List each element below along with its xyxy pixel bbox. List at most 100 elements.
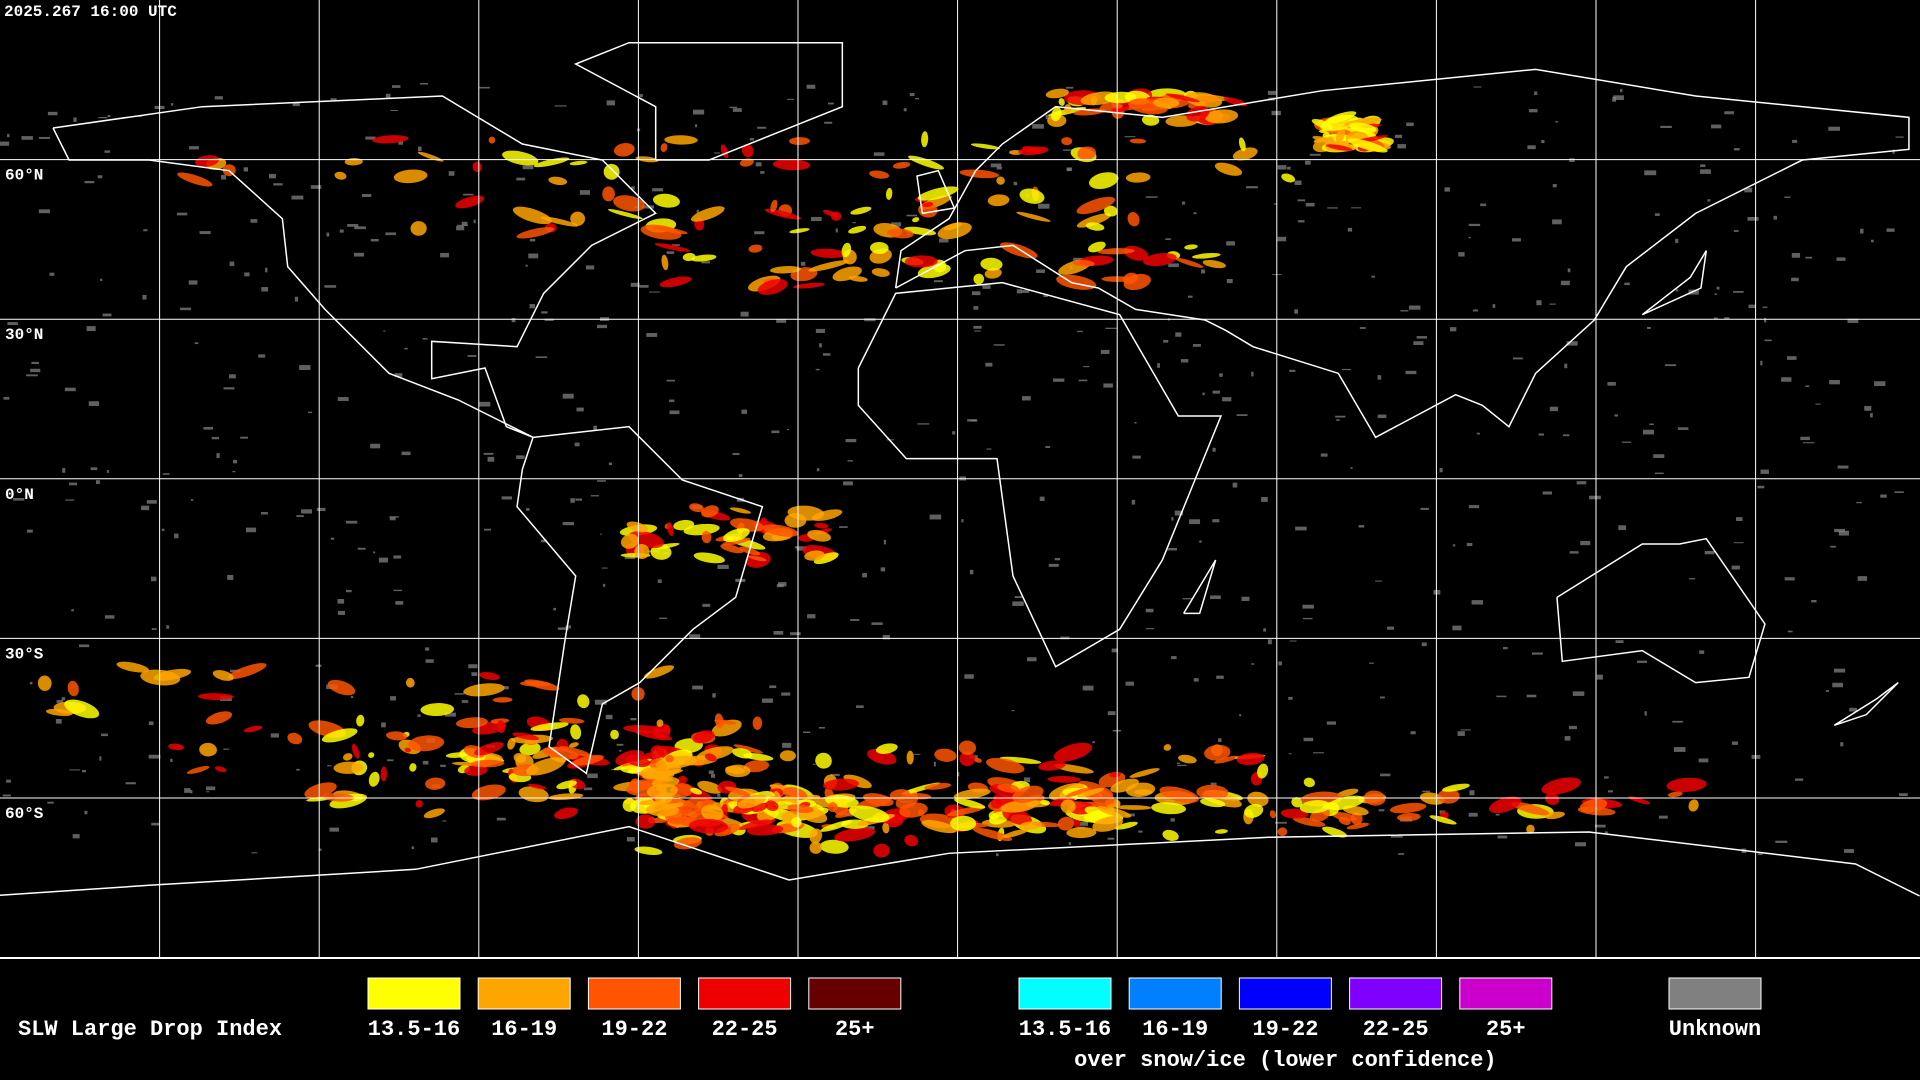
- cloud-speck: [1572, 691, 1585, 696]
- drop-blob: [987, 194, 1010, 207]
- cloud-speck: [593, 425, 598, 431]
- cloud-speck: [176, 212, 188, 216]
- drop-blob: [1442, 783, 1470, 792]
- cloud-speck: [1271, 110, 1281, 116]
- drop-blob: [1114, 821, 1138, 830]
- cloud-speck: [1870, 239, 1874, 243]
- drop-blob: [1002, 829, 1029, 838]
- cloud-speck: [1724, 317, 1730, 320]
- drop-blob: [1073, 108, 1106, 116]
- cloud-speck: [986, 448, 992, 450]
- cloud-speck: [422, 760, 429, 765]
- cloud-speck: [1452, 625, 1462, 631]
- drop-blob: [64, 699, 100, 719]
- cloud-speck: [232, 459, 238, 464]
- cloud-speck: [68, 482, 78, 486]
- drop-blob: [1215, 829, 1228, 834]
- cloud-speck: [1413, 341, 1424, 346]
- cloud-speck: [710, 773, 716, 778]
- cloud-speck: [1830, 545, 1836, 548]
- cloud-speck: [1472, 309, 1478, 312]
- drop-blob: [1322, 826, 1348, 838]
- cloud-speck: [269, 173, 276, 179]
- legend: SLW Large Drop Index 13.5-16 16-19 19-22 22…: [18, 977, 1762, 1073]
- drop-blob: [875, 743, 898, 754]
- cloud-speck: [974, 330, 981, 332]
- drop-blob: [892, 161, 911, 169]
- cloud-speck: [3, 396, 10, 400]
- cloud-speck: [1497, 835, 1508, 839]
- cloud-speck: [55, 719, 62, 724]
- drop-blob: [570, 724, 582, 740]
- cloud-speck: [1660, 125, 1672, 128]
- cloud-speck: [729, 106, 738, 109]
- drop-blob: [714, 823, 741, 837]
- cloud-speck: [1649, 423, 1654, 426]
- cloud-speck: [1341, 368, 1352, 371]
- drop-blob: [733, 744, 763, 754]
- cloud-speck: [1511, 238, 1521, 242]
- drop-blob: [356, 714, 365, 727]
- cloud-speck: [1303, 737, 1314, 742]
- cloud-speck: [1076, 330, 1083, 333]
- drop-blob: [463, 683, 505, 697]
- drop-blob: [748, 244, 763, 253]
- cloud-speck: [1744, 187, 1753, 193]
- cloud-speck: [828, 102, 834, 105]
- drop-blob: [823, 778, 860, 791]
- cloud-speck: [273, 183, 283, 186]
- drop-blob: [869, 170, 890, 179]
- cloud-speck: [346, 589, 352, 593]
- drop-blob: [769, 265, 801, 274]
- drop-blob: [1292, 816, 1326, 827]
- cloud-speck: [6, 779, 11, 783]
- cloud-speck: [553, 607, 557, 611]
- cloud-speck: [1078, 379, 1088, 382]
- cloud-speck: [318, 848, 322, 851]
- drop-blob: [1115, 805, 1152, 810]
- cloud-speck: [390, 109, 399, 111]
- cloud-speck: [456, 224, 468, 226]
- cloud-speck: [383, 330, 386, 332]
- drop-blob: [1159, 786, 1199, 803]
- cloud-speck: [1378, 809, 1385, 812]
- cloud-speck: [1309, 153, 1321, 156]
- drop-blob: [479, 671, 500, 681]
- cloud-speck: [483, 452, 494, 455]
- cloud-speck: [938, 238, 949, 243]
- cloud-speck: [1713, 317, 1718, 320]
- drop-blob: [701, 530, 712, 544]
- drop-blob: [351, 743, 360, 759]
- cloud-speck: [337, 610, 345, 615]
- cloud-speck: [1107, 837, 1115, 840]
- cloud-speck: [1711, 124, 1722, 129]
- drop-blob: [1125, 782, 1156, 797]
- cloud-speck: [1358, 525, 1365, 528]
- cloud-speck: [843, 481, 853, 486]
- drop-blob: [420, 703, 455, 716]
- cloud-speck: [755, 162, 762, 167]
- cloud-speck: [1716, 286, 1720, 290]
- cloud-speck: [347, 223, 359, 227]
- cloud-speck: [1134, 421, 1137, 424]
- cloud-speck: [1552, 184, 1557, 188]
- drop-blob: [1192, 252, 1221, 259]
- cloud-speck: [1471, 600, 1484, 605]
- drop-blob: [1097, 248, 1135, 255]
- legend-swatch: [808, 977, 902, 1010]
- cloud-speck: [1024, 777, 1031, 783]
- cloud-speck: [1326, 721, 1336, 725]
- cloud-speck: [104, 150, 111, 153]
- cloud-speck: [1013, 181, 1018, 186]
- cloud-speck: [839, 526, 848, 528]
- cloud-speck: [522, 165, 534, 170]
- cloud-speck: [1416, 336, 1427, 339]
- drop-blob: [1103, 205, 1118, 217]
- cloud-speck: [0, 141, 10, 146]
- cloud-speck: [1834, 528, 1845, 533]
- cloud-speck: [773, 630, 784, 635]
- drop-blob: [569, 160, 588, 166]
- cloud-speck: [1733, 148, 1740, 151]
- cloud-speck: [909, 93, 915, 97]
- cloud-speck: [822, 353, 831, 356]
